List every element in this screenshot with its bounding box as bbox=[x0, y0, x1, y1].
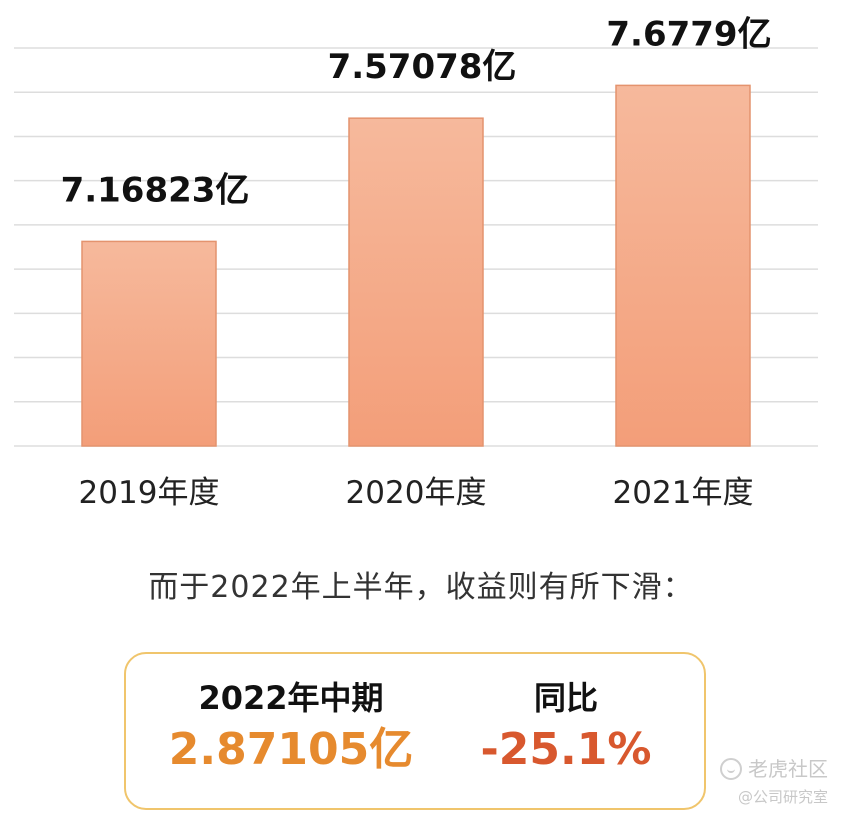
category-ticks: 2019年度 2020年度 2021年度 bbox=[79, 475, 754, 511]
watermark-brand: 老虎社区 bbox=[748, 757, 828, 781]
watermark-handle: @公司研究室 bbox=[737, 788, 828, 806]
data-labels: 7.16823亿 7.57078亿 7.6779亿 bbox=[61, 14, 772, 210]
period-label: 2022年中期 bbox=[198, 679, 384, 717]
bar-2019年度 bbox=[81, 240, 217, 447]
bar-chart: 7.16823亿 7.57078亿 7.6779亿 2019年度 2020年度 2021… bbox=[14, 14, 818, 511]
category-tick-label: 2021年度 bbox=[613, 475, 754, 511]
summary-box: 2022年中期 2.87105亿 同比 -25.1% bbox=[124, 652, 706, 810]
data-label: 7.6779亿 bbox=[606, 14, 771, 54]
yoy-label: 同比 bbox=[533, 679, 598, 717]
category-tick-label: 2019年度 bbox=[79, 475, 220, 511]
watermark: 老虎社区 @公司研究室 bbox=[720, 756, 828, 808]
data-label: 7.16823亿 bbox=[61, 170, 250, 210]
tiger-community-logo-icon bbox=[720, 758, 742, 780]
period-value: 2.87105亿 bbox=[168, 724, 414, 775]
yoy-summary: 同比 -25.1% bbox=[446, 678, 686, 778]
category-tick-label: 2020年度 bbox=[346, 475, 487, 511]
yoy-value: -25.1% bbox=[480, 724, 652, 775]
bars bbox=[81, 84, 751, 447]
data-label: 7.57078亿 bbox=[328, 47, 517, 87]
period-summary: 2022年中期 2.87105亿 bbox=[156, 678, 426, 778]
caption-text: 而于2022年上半年，收益则有所下滑： bbox=[148, 570, 694, 605]
watermark-brand-row: 老虎社区 bbox=[720, 756, 828, 782]
bar-2020年度 bbox=[348, 117, 484, 447]
bar-2021年度 bbox=[615, 84, 751, 447]
